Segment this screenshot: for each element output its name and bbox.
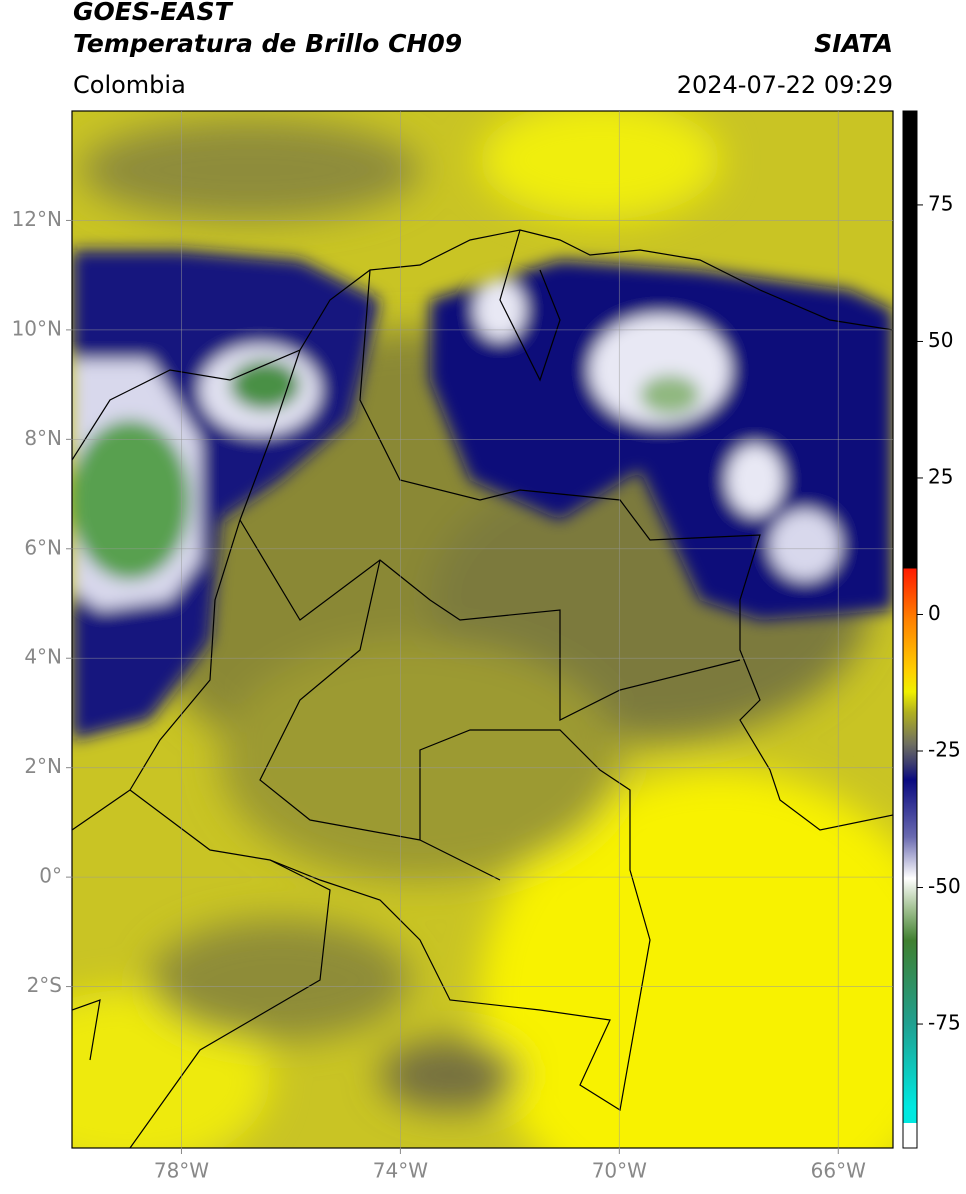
- subtitle: Temperatura de Brillo CH09: [73, 29, 462, 58]
- region: Colombia: [73, 71, 186, 99]
- timestamp: 2024-07-22 09:29: [677, 71, 893, 99]
- source: SIATA: [814, 29, 893, 58]
- x-tick-label: 78°W: [154, 1159, 209, 1183]
- colorbar-tick-label: 25: [928, 464, 953, 488]
- map-frame: [71, 110, 894, 1149]
- colorbar-tick-label: -25: [928, 738, 961, 762]
- y-tick-label: 2°S: [27, 973, 62, 997]
- y-tick-label: 12°N: [12, 207, 62, 231]
- colorbar-tick-label: 0: [928, 601, 941, 625]
- title: GOES-EAST: [73, 0, 234, 26]
- colorbar-tick-label: -50: [928, 874, 961, 898]
- y-tick-label: 0°: [39, 864, 62, 888]
- y-tick-label: 8°N: [24, 426, 62, 450]
- y-tick-label: 6°N: [24, 535, 62, 559]
- colorbar-tick-label: 75: [928, 191, 953, 215]
- y-tick-label: 2°N: [24, 754, 62, 778]
- y-tick-label: 10°N: [12, 316, 62, 340]
- y-tick-label: 4°N: [24, 645, 62, 669]
- colorbar-tick-label: 50: [928, 328, 953, 352]
- x-tick-label: 66°W: [811, 1159, 866, 1183]
- x-tick-label: 74°W: [373, 1159, 428, 1183]
- colorbar-tick-label: -75: [928, 1011, 961, 1035]
- satellite-image: [72, 111, 893, 1148]
- colorbar: [902, 110, 918, 1149]
- x-tick-label: 70°W: [592, 1159, 647, 1183]
